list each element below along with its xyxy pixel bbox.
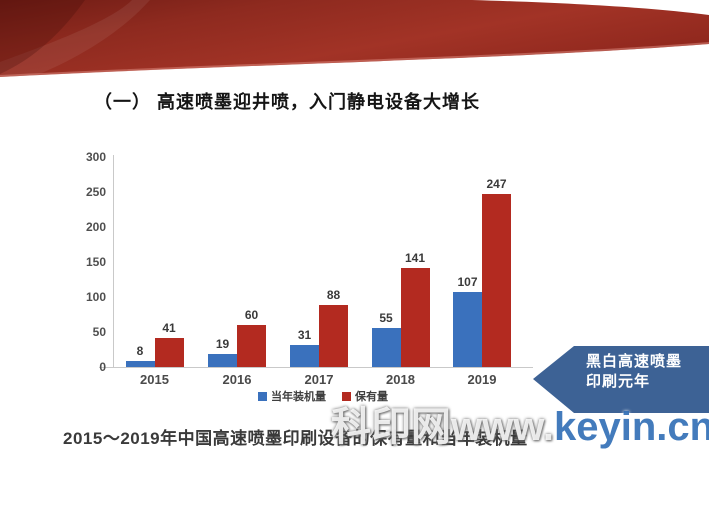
callout-arrow bbox=[533, 346, 709, 413]
bar-当年装机量-2019 bbox=[453, 292, 482, 367]
x-category-label: 2015 bbox=[140, 372, 169, 387]
bar-保有量-2017 bbox=[319, 305, 348, 367]
x-axis-line bbox=[99, 367, 533, 368]
y-tick-label: 100 bbox=[85, 290, 106, 304]
callout-line1: 黑白高速喷墨 bbox=[586, 353, 683, 370]
chart-caption: 2015～2019年中国高速喷墨印刷设备的保有量和当年装机量 bbox=[63, 429, 528, 448]
bar-value-label: 31 bbox=[297, 328, 312, 342]
bar-当年装机量-2015 bbox=[125, 361, 155, 367]
legend-swatch bbox=[342, 391, 351, 401]
bar-保有量-2019 bbox=[482, 194, 511, 367]
x-category-label: 2019 bbox=[467, 372, 497, 387]
bar-value-label: 247 bbox=[486, 177, 507, 191]
bar-value-label: 60 bbox=[244, 308, 259, 322]
bar-当年装机量-2017 bbox=[290, 345, 319, 367]
callout-arrow-shape bbox=[533, 346, 709, 413]
legend-label: 当年装机量 bbox=[271, 391, 326, 403]
bar-value-label: 41 bbox=[162, 321, 176, 335]
legend-label: 保有量 bbox=[355, 391, 388, 403]
bar-value-label: 88 bbox=[326, 288, 341, 302]
header-ribbon bbox=[0, 0, 709, 80]
y-tick-label: 0 bbox=[99, 360, 106, 374]
bar-value-label: 19 bbox=[215, 337, 230, 351]
chart-legend: 当年装机量 保有量 bbox=[113, 388, 533, 404]
y-tick-label: 200 bbox=[85, 220, 106, 234]
watermark: 科印网www.keyin.cn bbox=[331, 394, 709, 452]
legend-item: 保有量 bbox=[342, 388, 388, 404]
bar-当年装机量-2016 bbox=[208, 354, 237, 367]
y-tick-label: 300 bbox=[85, 150, 106, 164]
y-tick-label: 50 bbox=[92, 325, 106, 339]
bar-value-label: 141 bbox=[404, 251, 426, 265]
legend-swatch bbox=[258, 391, 267, 401]
bar-保有量-2016 bbox=[237, 325, 266, 367]
bar-value-label: 55 bbox=[379, 311, 393, 325]
y-axis-line bbox=[113, 155, 114, 367]
bar-保有量-2015 bbox=[154, 338, 184, 367]
legend-item: 当年装机量 bbox=[258, 388, 326, 404]
bar-保有量-2018 bbox=[400, 268, 430, 367]
callout-text: 黑白高速喷墨 印刷元年 bbox=[586, 352, 682, 392]
bar-当年装机量-2018 bbox=[371, 328, 401, 367]
watermark-prefix: 科印网www. bbox=[331, 405, 554, 449]
bar-value-label: 107 bbox=[457, 275, 478, 289]
slide-title: （一） 高速喷墨迎井喷，入门静电设备大增长 bbox=[94, 92, 480, 112]
watermark-suffix: keyin.cn bbox=[553, 405, 709, 449]
y-tick-label: 250 bbox=[85, 185, 106, 199]
x-category-label: 2017 bbox=[304, 372, 334, 387]
x-category-label: 2018 bbox=[386, 372, 415, 387]
y-tick-label: 150 bbox=[85, 255, 106, 269]
bar-value-label: 8 bbox=[136, 344, 144, 358]
callout-line2: 印刷元年 bbox=[586, 373, 651, 390]
x-category-label: 2016 bbox=[222, 372, 252, 387]
